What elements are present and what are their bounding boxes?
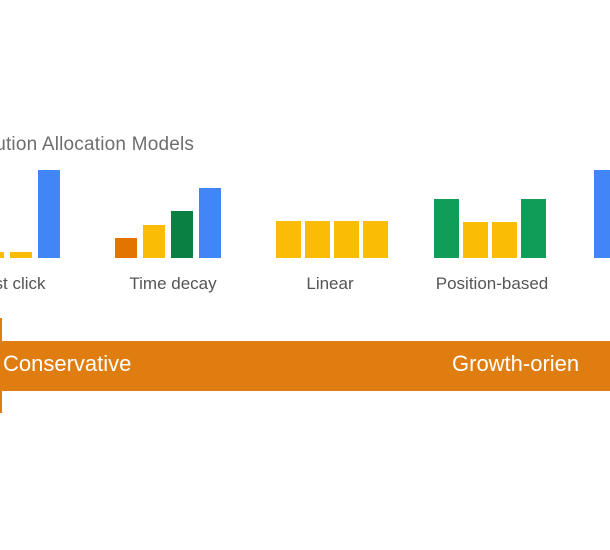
bar-linear-1: [276, 221, 301, 258]
bar-last-click-3: [38, 170, 60, 258]
spectrum-right-label: Growth-orien: [452, 351, 580, 376]
bar-position-based-3: [492, 222, 517, 258]
bar-linear-2: [305, 221, 330, 258]
bar-position-based-2: [463, 222, 488, 258]
strategy-spectrum-bar: [0, 341, 610, 391]
bar-time-decay-3: [171, 211, 193, 258]
bar-time-decay-2: [143, 225, 165, 258]
bar-time-decay-4: [199, 188, 221, 258]
bar-position-based-1: [434, 199, 459, 258]
bar-time-decay-1: [115, 238, 137, 258]
bar-last-click-2: [10, 252, 32, 258]
model-label-time-decay: Time decay: [129, 274, 217, 293]
spectrum-left-label: Conservative: [3, 351, 132, 376]
model-label-last-click: st click: [0, 274, 46, 293]
diagram-title: ibution Allocation Models: [0, 134, 195, 155]
spectrum-start-marker: [0, 318, 2, 413]
bar-offscreen-model-1: [594, 170, 610, 258]
bar-linear-4: [363, 221, 388, 258]
bar-position-based-4: [521, 199, 546, 258]
bar-linear-3: [334, 221, 359, 258]
bar-last-click-1: [0, 252, 4, 258]
model-label-position-based: Position-based: [435, 274, 549, 293]
allocation-models-bars: [0, 0, 610, 260]
model-label-linear: Linear: [306, 274, 354, 293]
